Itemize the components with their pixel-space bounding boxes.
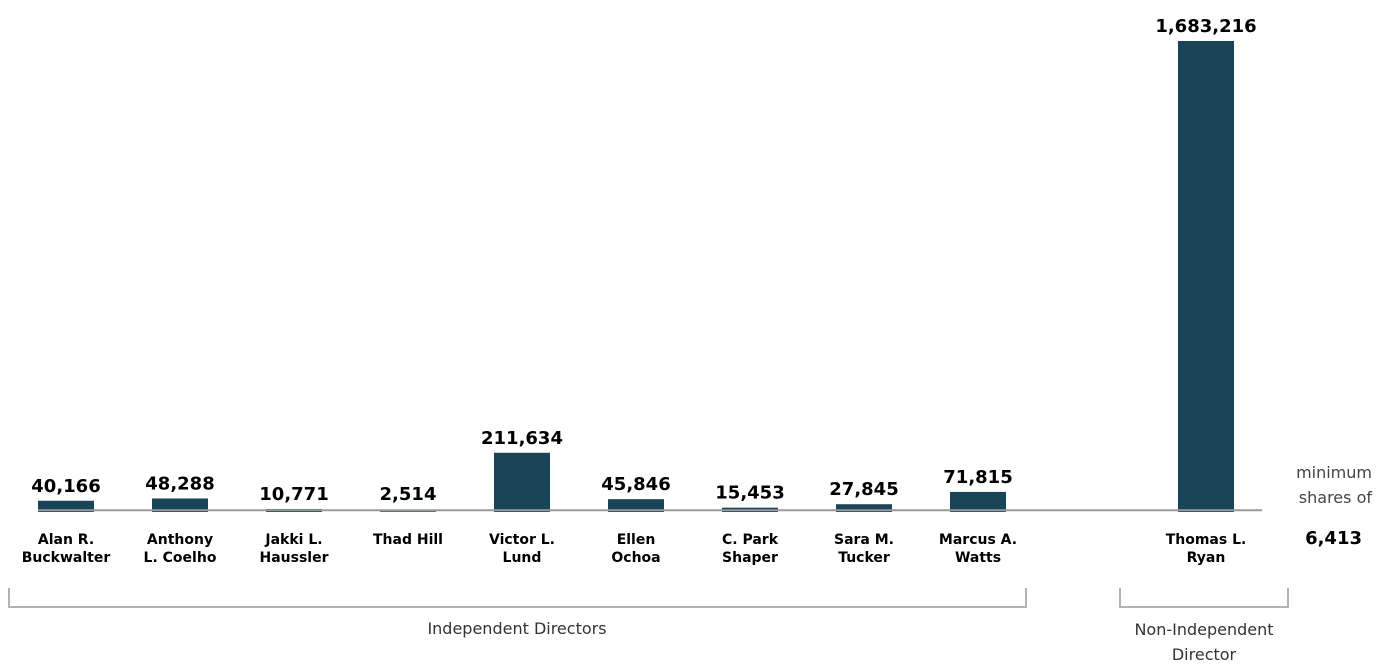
value-label-7: 15,453 [715, 483, 784, 504]
group-label-2-line-1: Non-Independent [1134, 620, 1273, 639]
category-label-6-line-1: Ellen [617, 532, 656, 548]
value-label-6: 45,846 [601, 474, 670, 495]
value-label-2: 48,288 [145, 473, 214, 494]
group-label-2-line-2: Director [1172, 645, 1237, 664]
category-label-5-line-1: Victor L. [489, 532, 555, 548]
category-label-3-line-2: Haussler [260, 550, 329, 566]
minimum-shares-value: 6,413 [1305, 528, 1362, 549]
group-label-1-line-1: Independent Directors [427, 619, 606, 638]
category-label-1-line-2: Buckwalter [22, 550, 111, 566]
category-label-7-line-1: C. Park [722, 532, 779, 548]
category-label-8-line-1: Sara M. [834, 532, 894, 548]
category-label-9-line-1: Marcus A. [939, 532, 1017, 548]
category-label-1-line-1: Alan R. [38, 532, 94, 548]
bar-5 [494, 452, 550, 512]
minimum-shares-label-line-1: minimum [1296, 463, 1372, 482]
group-bracket-2 [1119, 588, 1289, 608]
bar-1 [38, 500, 94, 512]
category-label-8-line-2: Tucker [838, 550, 890, 566]
bar-4 [380, 511, 436, 512]
bar-8 [836, 504, 892, 512]
value-label-9: 71,815 [943, 467, 1012, 488]
bar-6 [608, 499, 664, 512]
value-label-3: 10,771 [259, 484, 328, 505]
value-label-1: 40,166 [31, 476, 100, 497]
group-bracket-1 [8, 588, 1027, 608]
bar-10 [1178, 41, 1234, 512]
bar-2 [152, 498, 208, 512]
value-label-5: 211,634 [481, 428, 563, 449]
category-label-10-line-1: Thomas L. [1166, 532, 1247, 548]
category-label-10-line-2: Ryan [1187, 550, 1226, 566]
category-label-2-line-2: L. Coelho [144, 550, 217, 566]
category-label-2-line-1: Anthony [147, 532, 213, 548]
minimum-shares-label-line-2: shares of [1299, 488, 1373, 507]
category-label-3-line-1: Jakki L. [264, 532, 322, 548]
value-label-10: 1,683,216 [1155, 16, 1256, 37]
category-label-4-line-1: Thad Hill [373, 532, 443, 548]
category-label-5-line-2: Lund [503, 550, 542, 566]
value-label-4: 2,514 [380, 484, 437, 505]
category-label-7-line-2: Shaper [722, 550, 778, 566]
bar-9 [950, 491, 1006, 512]
category-label-6-line-2: Ochoa [611, 550, 660, 566]
category-label-9-line-2: Watts [955, 550, 1001, 566]
value-label-8: 27,845 [829, 479, 898, 500]
